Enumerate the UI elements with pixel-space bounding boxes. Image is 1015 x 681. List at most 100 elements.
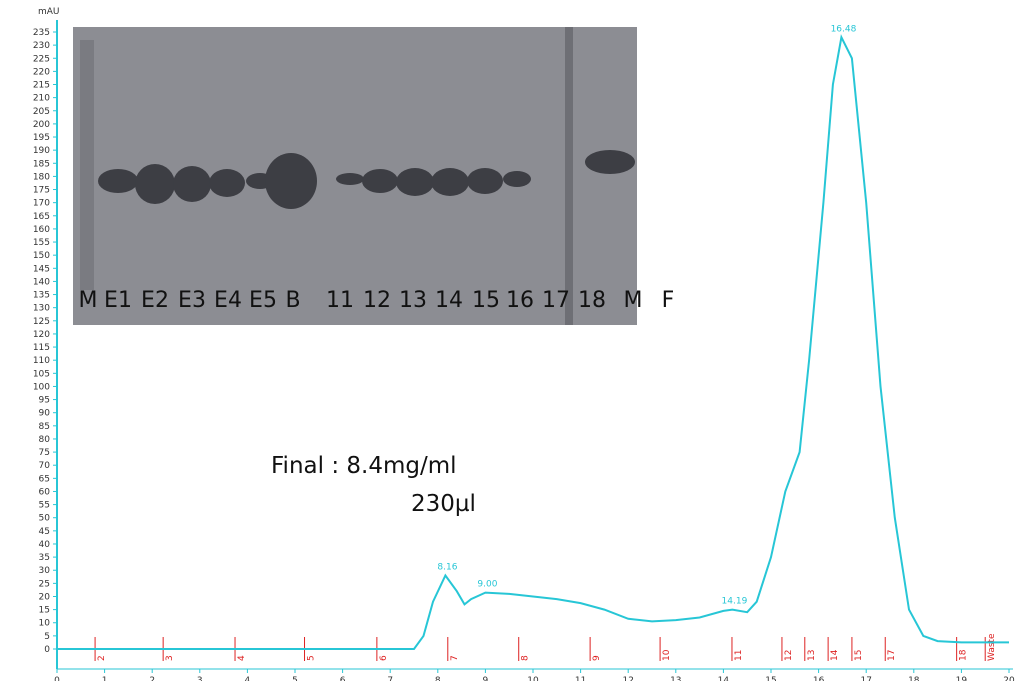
fraction-label: 3 [165, 655, 175, 661]
y-tick-label: 70 [39, 461, 51, 471]
lane-label: 15 [472, 288, 500, 313]
y-tick-label: 105 [33, 369, 50, 379]
y-tick-label: 100 [33, 382, 50, 392]
annotation: Final : 8.4mg/ml [271, 453, 457, 479]
lane-label: E3 [178, 288, 206, 313]
y-tick-label: 235 [33, 28, 50, 38]
x-tick-label: 4 [245, 676, 251, 681]
lane-label: E1 [104, 288, 132, 313]
fraction-label: 2 [97, 655, 107, 661]
lane-label: 18 [578, 288, 606, 313]
x-tick-label: 10 [527, 676, 539, 681]
lane-label: 17 [542, 288, 570, 313]
x-tick-label: 6 [340, 676, 346, 681]
y-tick-label: 20 [39, 592, 51, 602]
x-tick-label: 17 [860, 676, 871, 681]
x-tick-label: 14 [718, 676, 730, 681]
lane-label: M [79, 288, 98, 313]
y-tick-label: 200 [33, 120, 50, 130]
x-tick-label: 11 [575, 676, 586, 681]
fraction-label: 18 [959, 649, 969, 661]
x-tick-label: 5 [292, 676, 298, 681]
y-tick-label: 50 [39, 514, 51, 524]
fraction-label: 6 [379, 655, 389, 661]
lane-label: F [662, 288, 675, 313]
fraction-label: 9 [592, 655, 602, 661]
y-tick-label: 130 [33, 304, 50, 314]
y-tick-label: 180 [33, 172, 50, 182]
lane-label: 13 [399, 288, 427, 313]
y-tick-label: 75 [39, 448, 50, 458]
x-tick-label: 3 [197, 676, 203, 681]
y-tick-label: 145 [33, 264, 50, 274]
y-tick-label: 165 [33, 212, 50, 222]
y-tick-label: 60 [39, 487, 51, 497]
x-tick-label: 0 [54, 676, 60, 681]
y-tick-label: 110 [33, 356, 50, 366]
fraction-label: 11 [734, 650, 744, 661]
y-tick-label: 170 [33, 199, 50, 209]
lane-label: E2 [141, 288, 169, 313]
lane-label: E5 [249, 288, 277, 313]
y-tick-label: 35 [39, 553, 50, 563]
fraction-label: 12 [784, 650, 794, 661]
y-tick-label: 215 [33, 81, 50, 91]
y-tick-label: 120 [33, 330, 50, 340]
y-tick-label: 15 [39, 606, 50, 616]
fraction-label: 14 [830, 649, 840, 661]
y-tick-label: 175 [33, 186, 50, 196]
x-tick-label: 2 [149, 676, 155, 681]
y-tick-label: 190 [33, 146, 50, 156]
y-tick-label: 155 [33, 238, 50, 248]
y-tick-label: 150 [33, 251, 50, 261]
y-tick-label: 95 [39, 396, 50, 406]
lane-label: B [285, 288, 300, 313]
y-tick-label: 125 [33, 317, 50, 327]
fraction-label: 13 [807, 650, 817, 661]
x-tick-label: 18 [908, 676, 920, 681]
fraction-label: 7 [450, 655, 460, 661]
lane-label: M [624, 288, 643, 313]
fraction-label: 8 [521, 655, 531, 661]
x-tick-label: 8 [435, 676, 441, 681]
lane-label: 11 [326, 288, 354, 313]
y-tick-label: 225 [33, 54, 50, 64]
fraction-label: 5 [307, 655, 317, 661]
y-tick-label: 90 [39, 409, 51, 419]
peak-label: 14.19 [722, 597, 748, 607]
peak-label: 8.16 [437, 562, 457, 572]
y-tick-label: 230 [33, 41, 50, 51]
x-tick-label: 12 [622, 676, 633, 681]
y-tick-label: 65 [39, 474, 50, 484]
y-axis-label: mAU [38, 7, 60, 17]
y-tick-label: 205 [33, 107, 50, 117]
y-tick-label: 220 [33, 67, 50, 77]
fraction-label: 10 [662, 649, 672, 661]
trace [57, 34, 1009, 650]
y-tick-label: 0 [44, 645, 50, 655]
lane-label: 16 [506, 288, 534, 313]
y-tick-label: 195 [33, 133, 50, 143]
y-tick-label: 185 [33, 159, 50, 169]
lane-label: E4 [214, 288, 242, 313]
x-tick-label: 9 [483, 676, 489, 681]
x-tick-label: 1 [102, 676, 108, 681]
x-tick-label: 16 [813, 676, 825, 681]
y-tick-label: 80 [39, 435, 51, 445]
y-tick-label: 5 [44, 632, 50, 642]
y-tick-label: 55 [39, 501, 50, 511]
y-tick-label: 30 [39, 566, 51, 576]
fraction-label: Waste [987, 633, 997, 661]
peak-label: 9.00 [477, 580, 497, 590]
y-tick-label: 45 [39, 527, 50, 537]
gel-image [73, 27, 637, 325]
y-tick-label: 140 [33, 277, 50, 287]
x-tick-label: 15 [765, 676, 776, 681]
fraction-label: 4 [237, 655, 247, 661]
fraction-label: 15 [854, 650, 864, 661]
y-tick-label: 160 [33, 225, 50, 235]
fraction-label: 17 [887, 650, 897, 661]
lane-label: 12 [363, 288, 391, 313]
x-tick-label: 13 [670, 676, 681, 681]
